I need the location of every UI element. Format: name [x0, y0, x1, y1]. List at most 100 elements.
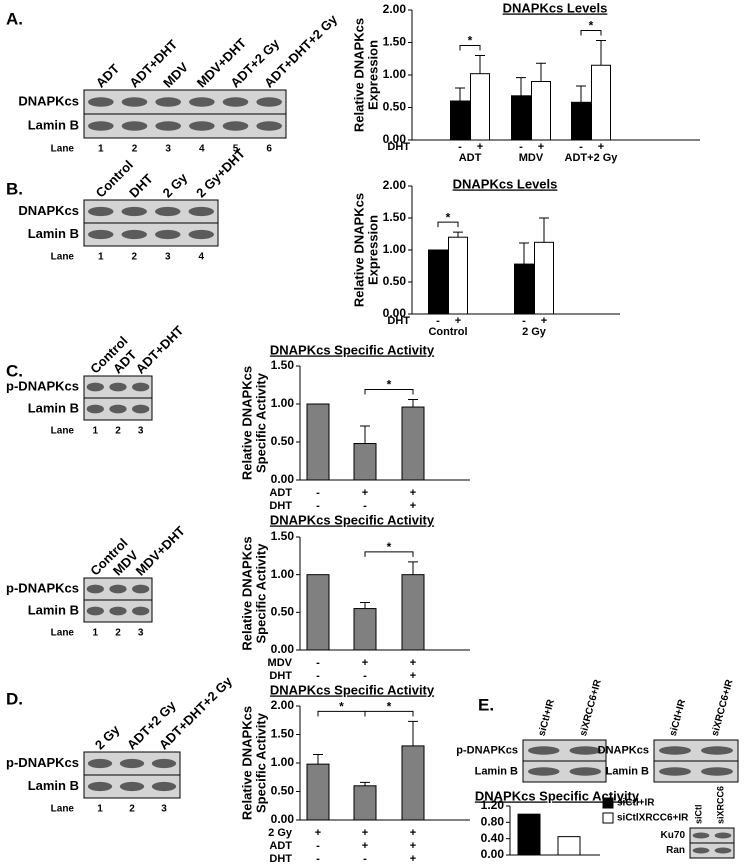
condition-sign: - [316, 670, 320, 682]
y-axis-label: Relative DNAPKcs [239, 536, 254, 650]
blot-row-label: p-DNAPKcs [6, 755, 79, 770]
y-tick-label: 0.50 [271, 434, 295, 448]
bar [591, 64, 611, 141]
bar [306, 574, 330, 651]
error-bar [596, 40, 606, 66]
lane-number: 2 [115, 628, 121, 639]
band [714, 832, 732, 839]
lane-number: 3 [138, 426, 144, 437]
condition-sign: + [410, 827, 416, 839]
band [88, 206, 114, 217]
y-axis-label: Relative DNAPKcs [239, 706, 254, 820]
blot-strip [689, 842, 735, 859]
significance-bracket [364, 388, 414, 395]
band [119, 758, 145, 769]
bar [534, 241, 554, 315]
condition-sign: - [363, 670, 367, 682]
blot-row-label: Lamin B [28, 117, 79, 132]
blot-row-label: Ku70 [661, 830, 686, 841]
lane-number: 2 [115, 426, 121, 437]
band [189, 97, 215, 107]
significance-bracket [437, 221, 459, 228]
lane-label: siXRCC6+IR [710, 678, 736, 738]
y-tick-label: 1.50 [383, 35, 407, 49]
chart-title: DNAPKcs Specific Activity [475, 788, 640, 803]
lane-label: MDV+DHT [133, 523, 188, 578]
y-tick-label: 2.00 [383, 2, 407, 16]
band [132, 584, 150, 594]
bar [353, 785, 377, 821]
condition-sign: + [598, 141, 604, 153]
band [189, 121, 215, 131]
band [86, 382, 104, 392]
band [222, 121, 249, 131]
band [121, 121, 148, 131]
bar [450, 100, 470, 141]
band [692, 832, 710, 839]
y-tick-label: 0.00 [271, 812, 295, 826]
condition-sign: + [410, 840, 416, 852]
band [256, 97, 282, 107]
band [527, 767, 560, 776]
bar [448, 236, 468, 315]
condition-sign: + [410, 500, 416, 512]
blot-row-label: Lamin B [28, 602, 79, 617]
y-tick-label: 0.00 [481, 847, 505, 861]
lane-number: 1 [93, 628, 99, 639]
condition-label: DHT [269, 500, 292, 512]
band [701, 746, 733, 755]
y-tick-label: 1.00 [271, 755, 295, 769]
lane-number: 4 [199, 144, 205, 155]
error-bar [360, 602, 370, 609]
y-tick-label: 1.00 [271, 567, 295, 581]
condition-sign: - [316, 853, 320, 865]
legend-swatch [602, 812, 614, 824]
band [132, 404, 150, 414]
condition-label: DHT [269, 853, 292, 865]
significance-label: * [339, 700, 344, 714]
blot-row-label: Lamin B [475, 765, 518, 777]
band [86, 606, 104, 616]
bar [401, 574, 425, 651]
blot-row-label: DNAPKcs [18, 93, 79, 108]
band [569, 767, 602, 776]
band [88, 121, 114, 131]
band [119, 781, 145, 792]
bar [306, 403, 330, 481]
lane-label: siCtl+IR [668, 698, 689, 738]
bar [401, 745, 425, 821]
significance-bracket [364, 551, 414, 557]
significance-label: * [387, 540, 392, 554]
condition-sign: + [315, 827, 321, 839]
lane-label: siXRCC6+IR [578, 678, 604, 738]
y-axis-label: Expression [365, 40, 380, 110]
lane-number: 3 [165, 144, 171, 155]
lane-label: DHT [126, 171, 156, 201]
band [155, 121, 181, 131]
condition-sign: + [362, 487, 368, 499]
y-tick-label: 1.50 [271, 529, 295, 543]
y-axis-label: Relative DNAPKcs [351, 18, 366, 132]
condition-sign: + [362, 657, 368, 669]
significance-label: * [468, 34, 473, 48]
y-tick-label: 0.50 [383, 274, 407, 288]
y-tick-label: 0.40 [481, 831, 505, 845]
lane-label: siXRCC6 [715, 786, 725, 824]
lane-title: Lane [51, 628, 75, 639]
lane-label: 2 Gy [160, 169, 191, 200]
lane-label: siCtl [693, 804, 703, 824]
y-tick-label: 0.50 [383, 100, 407, 114]
band [714, 847, 732, 854]
y-axis-label: Specific Activity [253, 372, 268, 473]
lane-number: 3 [165, 252, 171, 263]
lane-number: 1 [98, 144, 104, 155]
significance-label: * [387, 378, 392, 392]
band [155, 206, 181, 217]
condition-label: ADT [269, 840, 292, 852]
band [151, 758, 177, 769]
bar [511, 95, 531, 141]
y-axis-label: Specific Activity [253, 712, 268, 813]
lane-title: Lane [51, 252, 75, 263]
legend-swatch [602, 797, 614, 809]
